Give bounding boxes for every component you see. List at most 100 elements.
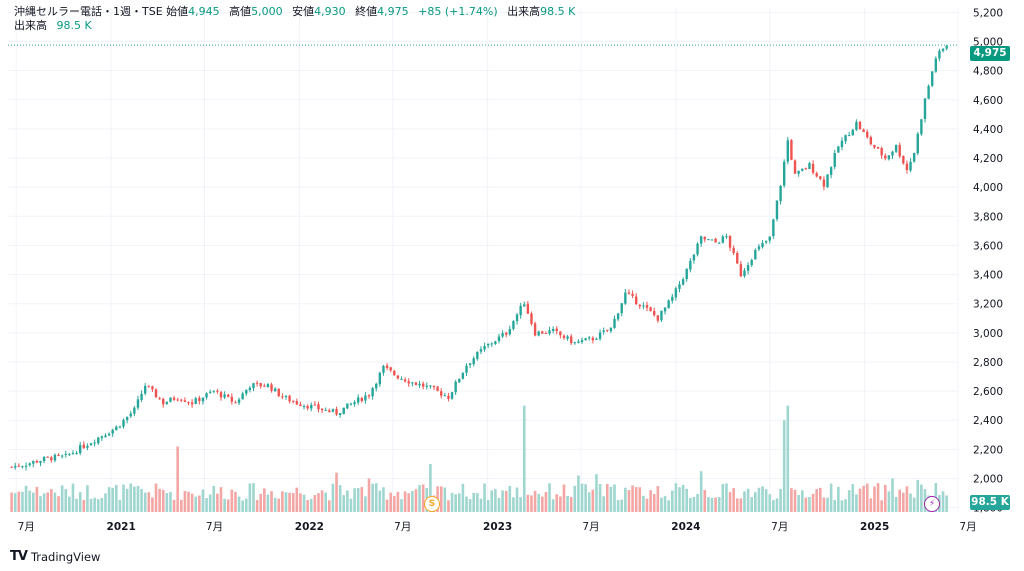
volume-bar: [800, 490, 804, 512]
x-tick-label: 7月: [959, 521, 976, 533]
volume-bar: [587, 492, 591, 512]
y-tick-label: 3,600: [973, 240, 1003, 252]
candle-body: [364, 395, 367, 401]
tradingview-brand[interactable]: TV TradingView: [10, 549, 100, 564]
candle-body: [905, 163, 909, 170]
volume-bar: [17, 491, 21, 512]
volume-bar: [602, 496, 605, 512]
candle-body: [136, 399, 140, 408]
candle-body: [494, 341, 497, 344]
volume-bar: [692, 496, 696, 512]
volume-bar: [403, 491, 407, 512]
volume-bar: [133, 486, 136, 512]
volume-bar: [660, 497, 663, 512]
candle-body: [208, 391, 212, 393]
volume-bar: [869, 498, 873, 512]
volume-bar: [573, 485, 577, 512]
candle-body: [519, 305, 522, 316]
candle-body: [219, 392, 223, 398]
volume-bar: [818, 487, 822, 512]
volume-bar: [598, 484, 602, 512]
candle-body: [660, 310, 663, 321]
volume-bar: [678, 487, 681, 512]
volume-bar: [804, 497, 808, 512]
earnings-icon[interactable]: ⚡: [924, 496, 940, 512]
volume-bar: [154, 483, 158, 512]
volume-bars: [10, 405, 948, 512]
volume-bar: [945, 495, 948, 512]
candle-body: [414, 382, 418, 385]
volume-bar: [876, 483, 880, 512]
volume-bar: [400, 499, 403, 512]
y-tick-label: 3,800: [973, 211, 1003, 223]
candle-body: [887, 155, 891, 160]
volume-bar: [360, 487, 364, 512]
volume-bar: [815, 489, 818, 512]
volume-bar: [313, 495, 317, 512]
volume-bar: [324, 492, 327, 512]
candle-body: [782, 161, 786, 186]
volume-bar: [855, 494, 858, 512]
volume-bar: [165, 493, 169, 512]
high-value: 5,000: [251, 5, 283, 18]
volume-bar: [252, 482, 255, 512]
volume-bar: [42, 493, 46, 512]
dividend-icon[interactable]: S: [424, 496, 440, 512]
candle-body: [465, 365, 468, 373]
y-tick-label: 2,400: [973, 415, 1003, 427]
volume-bar: [555, 494, 559, 512]
volume-bar: [107, 487, 111, 512]
volume-bar: [486, 499, 490, 512]
candle-body: [328, 410, 331, 412]
y-tick-label: 3,200: [973, 299, 1003, 311]
volume-bar: [190, 493, 194, 512]
volume-bar: [270, 491, 273, 512]
candle-body: [624, 292, 627, 304]
candle-body: [255, 382, 259, 384]
volume-bar: [725, 483, 728, 512]
candle-body: [140, 393, 143, 400]
volume-bar: [331, 483, 335, 512]
candle-body: [476, 351, 479, 359]
x-tick-label: 2025: [860, 521, 889, 533]
candle-body: [898, 145, 901, 157]
candle-body: [122, 419, 125, 427]
candle-body: [107, 433, 111, 436]
volume-bar: [411, 491, 414, 512]
volume-bar: [916, 479, 920, 512]
candle-body: [649, 307, 652, 312]
candle-body: [772, 219, 775, 237]
candle-body: [667, 300, 670, 309]
volume-bar: [468, 499, 472, 512]
volume-bar: [595, 474, 598, 512]
candle-body: [804, 168, 808, 170]
candle-body: [194, 398, 197, 404]
volume-bar: [104, 493, 107, 512]
candle-body: [425, 385, 428, 387]
candle-body: [909, 161, 912, 171]
candle-body: [616, 313, 620, 320]
volume-bar: [844, 499, 847, 512]
candle-body: [685, 268, 688, 280]
candle-body: [50, 457, 53, 461]
volume-bar: [212, 485, 216, 512]
volume-bar: [382, 487, 385, 512]
candle-body: [588, 337, 591, 339]
volume-bar: [851, 484, 855, 512]
candle-body: [790, 140, 793, 160]
candle-body: [24, 465, 28, 467]
candle-body: [375, 383, 378, 389]
candle-body: [501, 333, 504, 337]
volume-bar: [125, 488, 129, 512]
symbol-title[interactable]: 沖縄セルラー電話・1週・TSE: [14, 5, 163, 18]
candle-body: [447, 395, 450, 399]
volume-bar: [497, 498, 501, 512]
volume-bar: [447, 500, 450, 512]
candle-body: [367, 395, 371, 397]
candle-body: [844, 135, 847, 142]
y-tick-label: 4,400: [973, 124, 1003, 136]
candle-body: [17, 465, 21, 467]
volume-bar: [530, 495, 533, 512]
volume-bar: [71, 483, 75, 512]
